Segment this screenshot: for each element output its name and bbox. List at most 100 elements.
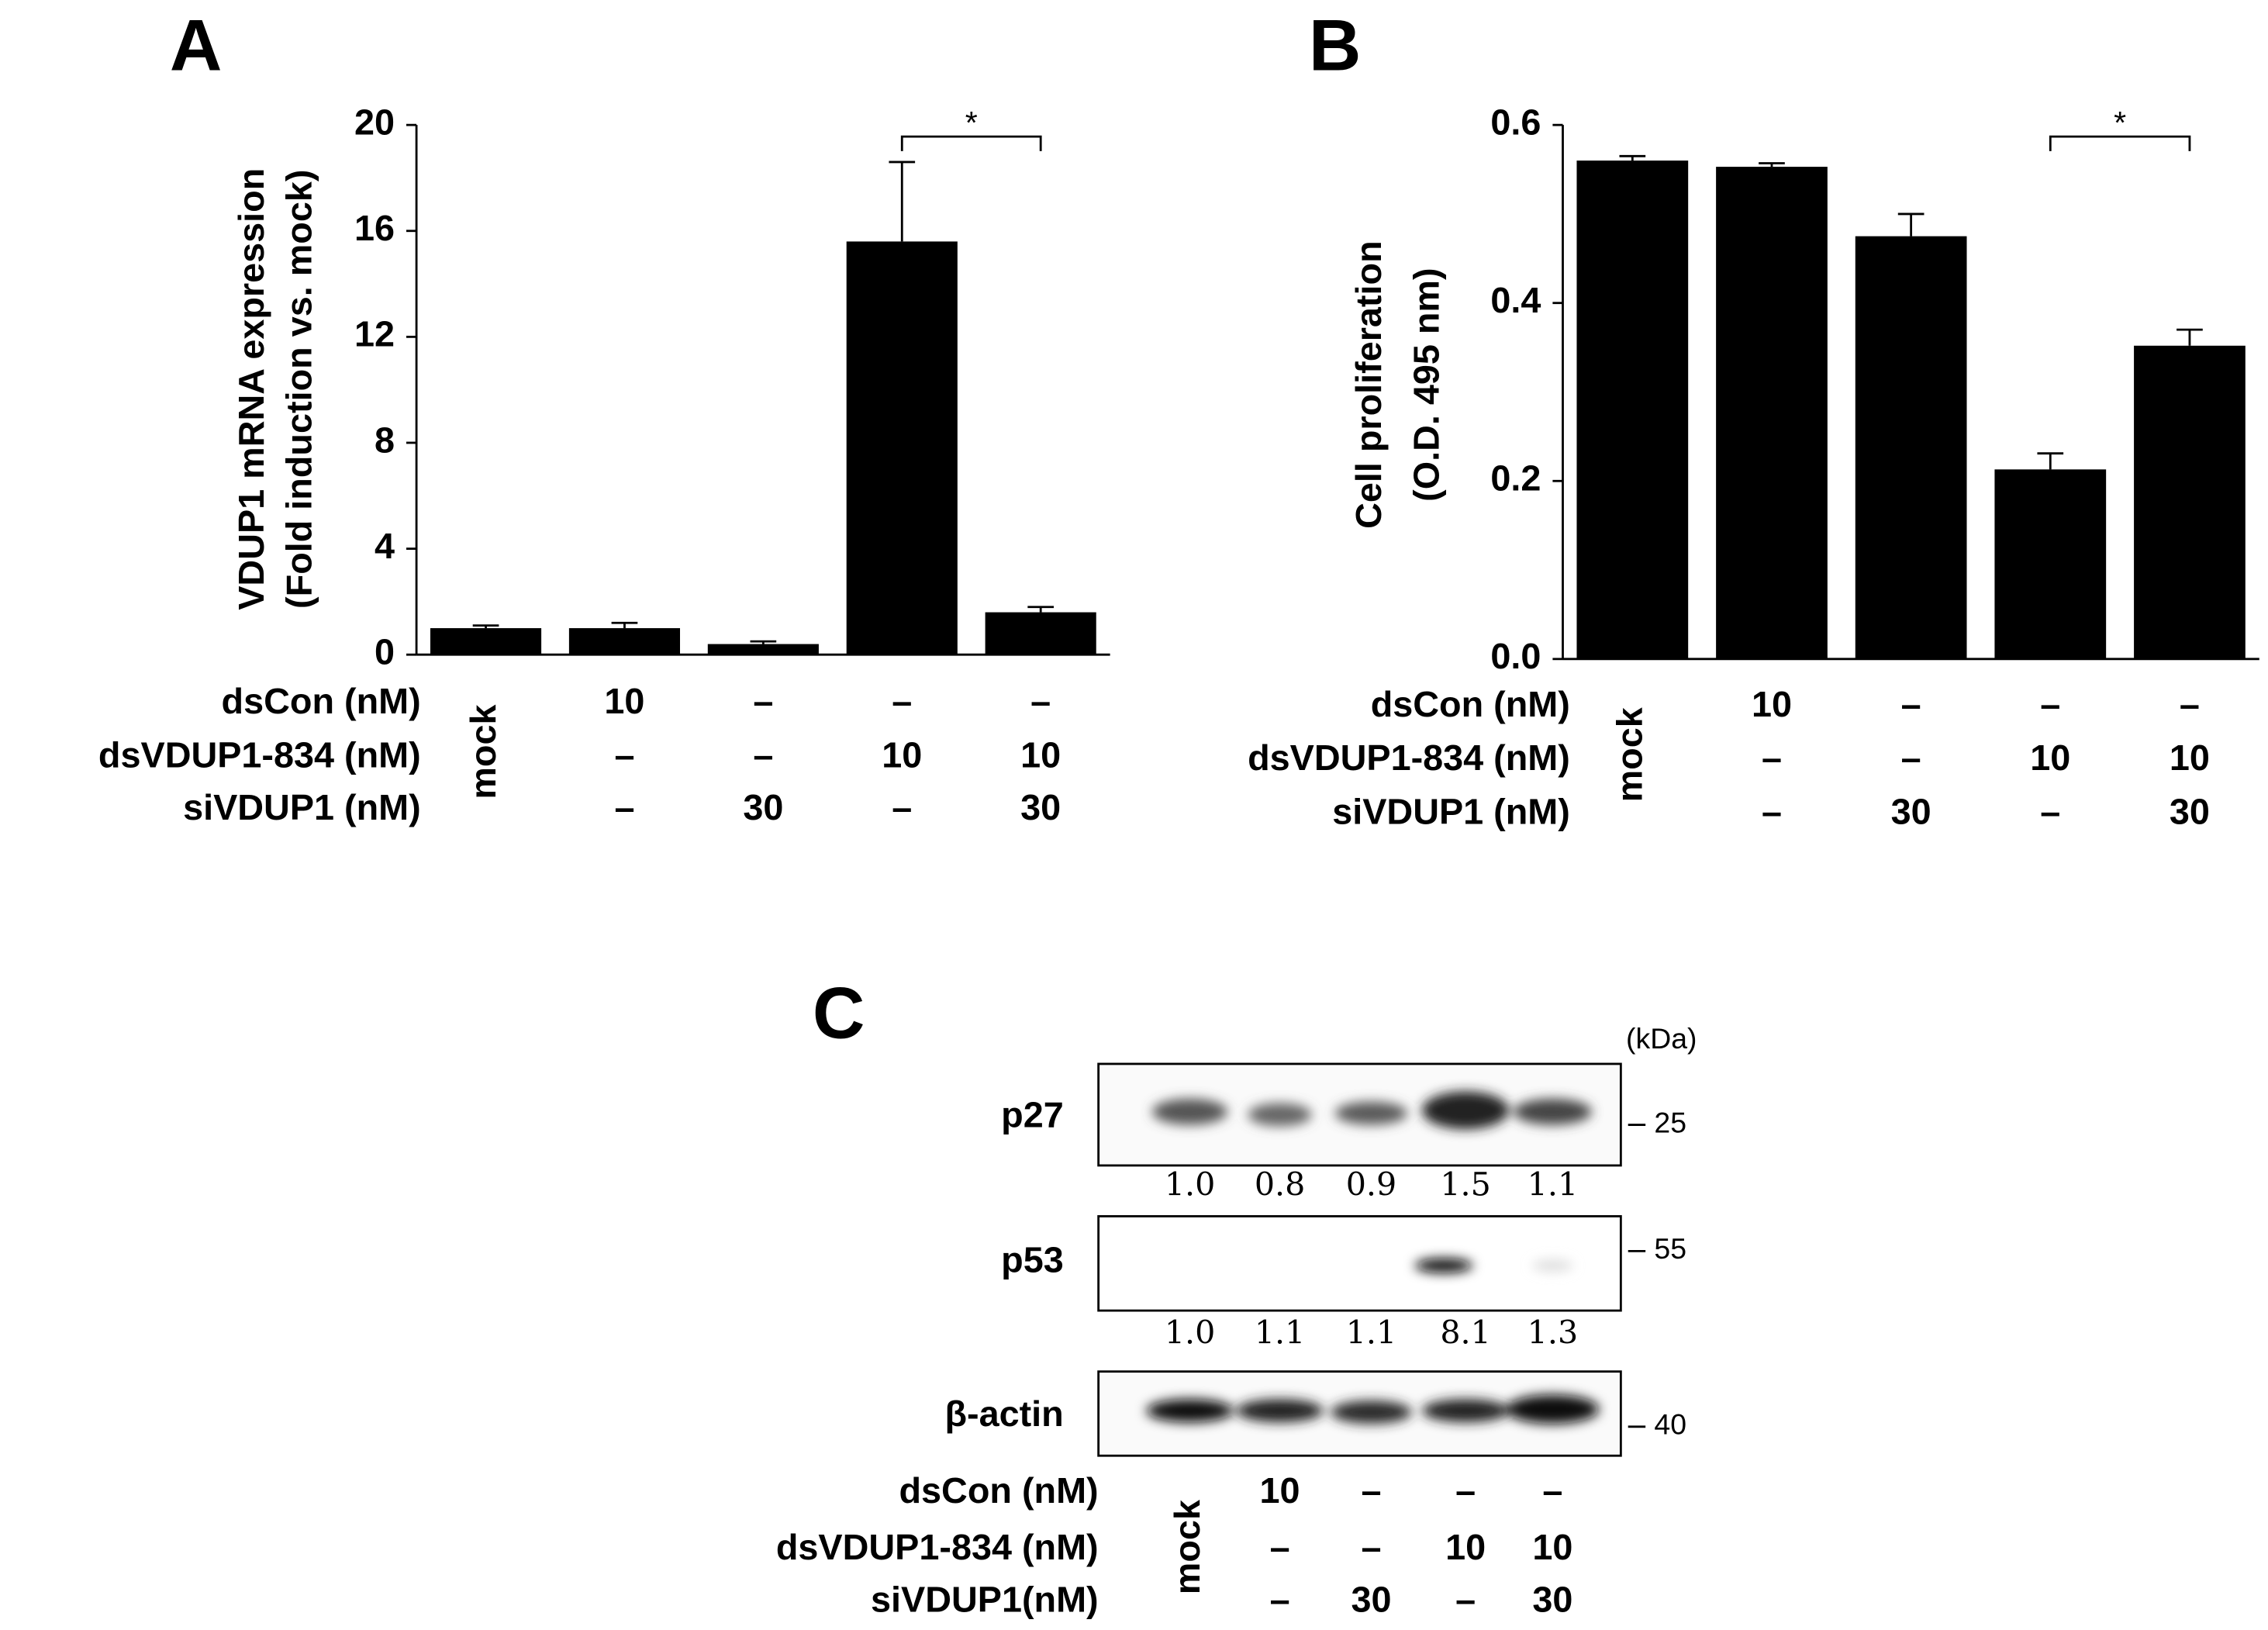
band — [1146, 1399, 1234, 1423]
quant-value: 1.1 — [1255, 1314, 1305, 1351]
treatment-value: – — [614, 734, 634, 775]
treatment-value: – — [1361, 1527, 1381, 1567]
band — [1236, 1399, 1324, 1423]
treatment-label: siVDUP1(nM) — [871, 1580, 1099, 1620]
treatment-value: 10 — [1532, 1527, 1572, 1567]
y-tick-label: 20 — [354, 102, 395, 143]
panel-label: B — [1309, 4, 1362, 85]
treatment-value: 10 — [1020, 734, 1061, 775]
treatment-value: – — [1270, 1580, 1290, 1620]
blot-label: p53 — [1001, 1240, 1064, 1280]
treatment-label: dsVDUP1-834 (nM) — [1248, 737, 1570, 778]
y-tick-label: 8 — [375, 420, 395, 460]
treatment-value: 10 — [2030, 737, 2070, 778]
significance-bracket — [900, 135, 1042, 151]
treatment-value: – — [1030, 681, 1051, 721]
error-bar — [472, 624, 499, 629]
y-tick-label: 0.0 — [1490, 636, 1541, 676]
treatment-value: 30 — [1351, 1580, 1391, 1620]
quant-value: 0.8 — [1255, 1166, 1305, 1204]
error-bar — [2037, 452, 2064, 470]
blot-label: β-actin — [944, 1393, 1063, 1434]
significance-bracket — [2049, 135, 2191, 151]
treatment-label: dsCon (nM) — [1371, 684, 1570, 724]
x-tick-label: mock — [463, 704, 503, 799]
treatment-value: – — [892, 787, 912, 827]
p27-bands — [1151, 1091, 1592, 1130]
quant-value: 1.0 — [1165, 1166, 1215, 1204]
y-tick-label: 16 — [354, 208, 395, 248]
treatment-value: 30 — [2170, 791, 2210, 831]
band — [1421, 1091, 1510, 1130]
treatment-value: – — [2180, 684, 2200, 724]
error-bar — [2177, 328, 2203, 346]
p53-bands — [1414, 1258, 1573, 1273]
marker-label: 25 — [1654, 1106, 1686, 1138]
significance-mark: * — [965, 105, 978, 140]
treatment-value: – — [753, 681, 773, 721]
treatment-value: 30 — [743, 787, 783, 827]
band — [1331, 1400, 1412, 1425]
bar — [985, 612, 1096, 655]
quant-value: 1.3 — [1528, 1314, 1578, 1351]
y-tick-label: 0.2 — [1490, 458, 1541, 499]
mock-label: mock — [1167, 1499, 1207, 1594]
treatment-value: – — [1270, 1527, 1290, 1567]
bar — [707, 644, 819, 655]
treatment-value: 10 — [2170, 737, 2210, 778]
band — [1248, 1103, 1312, 1127]
bar — [1855, 236, 1967, 659]
band — [1506, 1394, 1600, 1425]
panel-label: A — [170, 4, 223, 85]
panel-label: C — [813, 972, 865, 1054]
bar — [1716, 167, 1828, 659]
quant-value: 1.1 — [1346, 1314, 1396, 1351]
bar — [2134, 345, 2246, 659]
error-bar — [750, 640, 777, 644]
treatment-label: dsVDUP1-834 (nM) — [98, 734, 421, 775]
band — [1532, 1259, 1573, 1272]
x-tick-label: mock — [1610, 706, 1650, 802]
marker-label: 40 — [1654, 1408, 1686, 1441]
blot-box — [1097, 1215, 1622, 1312]
error-bar — [1897, 212, 1925, 237]
y-axis-label: (Fold induction vs. mock) — [279, 170, 319, 609]
quant-value: 0.9 — [1346, 1166, 1396, 1204]
treatment-label: dsCon (nM) — [222, 681, 421, 721]
band — [1151, 1098, 1228, 1125]
y-axis-label: (O.D. 495 nm) — [1407, 268, 1447, 501]
blot-images — [1097, 1062, 1622, 1457]
treatment-value: 30 — [1891, 791, 1931, 831]
treatment-value: 10 — [1752, 684, 1792, 724]
treatment-value: – — [1455, 1470, 1476, 1511]
significance-mark: * — [2114, 105, 2126, 140]
error-bar — [1759, 162, 1785, 167]
error-bar — [889, 161, 916, 242]
y-axis-label: VDUP1 mRNA expression — [231, 168, 271, 610]
treatment-value: – — [753, 734, 773, 775]
treatment-value: – — [1762, 791, 1782, 831]
bar — [1576, 161, 1689, 659]
treatment-value: – — [1762, 737, 1782, 778]
treatment-value: – — [2040, 791, 2060, 831]
actin-bands — [1146, 1394, 1600, 1425]
treatment-value: – — [2040, 684, 2060, 724]
band — [1414, 1258, 1473, 1273]
treatment-value: 10 — [882, 734, 922, 775]
band — [1513, 1098, 1592, 1125]
treatment-value: – — [1542, 1470, 1562, 1511]
error-bar — [611, 621, 638, 629]
treatment-value: – — [1901, 684, 1921, 724]
treatment-label: siVDUP1 (nM) — [183, 787, 421, 827]
bar — [846, 241, 958, 655]
y-tick-label: 12 — [354, 314, 395, 354]
treatment-value: 10 — [604, 681, 644, 721]
blot-label: p27 — [1001, 1095, 1064, 1135]
unit-label: (kDa) — [1626, 1022, 1697, 1055]
bar — [568, 628, 681, 655]
error-bar — [1619, 154, 1646, 161]
bar — [1994, 469, 2107, 659]
quant-value: 1.1 — [1528, 1166, 1578, 1204]
quant-value: 1.5 — [1440, 1166, 1490, 1204]
